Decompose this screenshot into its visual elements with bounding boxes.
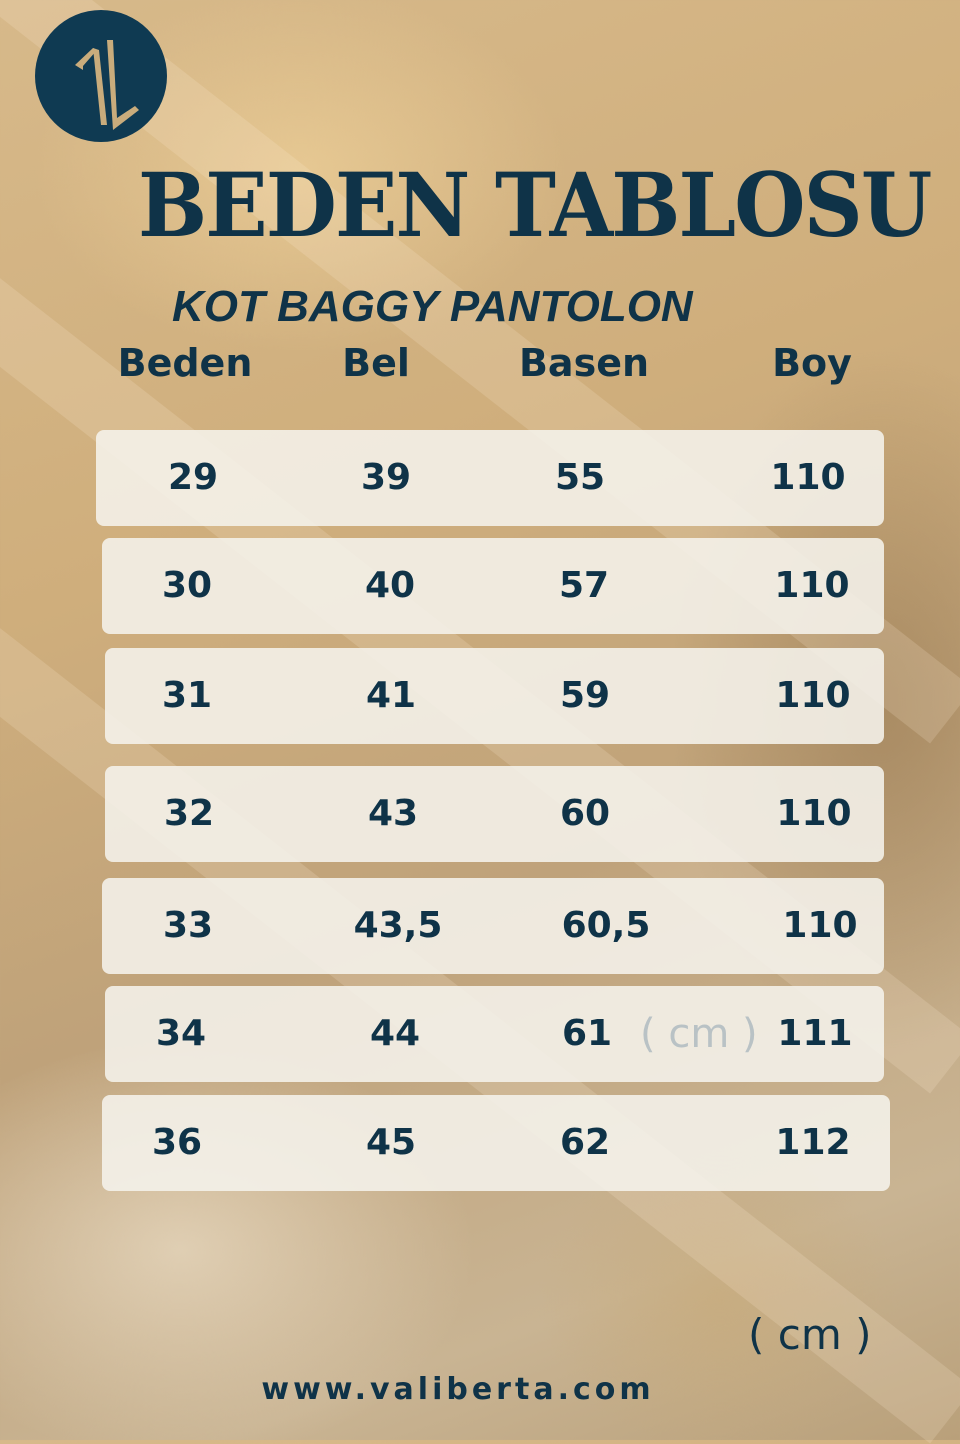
cell-basen: 55 [554, 457, 606, 498]
cell-boy: 112 [775, 1122, 851, 1163]
table-row: 32 43 60 110 [105, 766, 884, 862]
column-header-basen: Basen [518, 341, 650, 385]
column-header-bel: Bel [342, 341, 410, 385]
cell-boy: 110 [775, 675, 851, 716]
cell-beden: 33 [162, 905, 214, 946]
cell-beden: 34 [155, 1013, 207, 1054]
cell-boy: 110 [774, 565, 850, 606]
table-row: 36 45 62 112 [102, 1095, 890, 1191]
cell-bel: 39 [360, 457, 412, 498]
page-title: BEDEN TABLOSU [138, 153, 932, 257]
column-header-beden: Beden [117, 341, 253, 385]
brand-logo [35, 10, 167, 142]
cell-boy: 110 [782, 905, 858, 946]
table-row: 30 40 57 110 [102, 538, 884, 634]
ghost-unit-label: ( cm ) [640, 1011, 758, 1057]
cell-boy: 110 [770, 457, 846, 498]
table-row: 29 39 55 110 [96, 430, 884, 526]
cell-basen: 62 [559, 1122, 611, 1163]
cell-bel: 45 [365, 1122, 417, 1163]
cell-basen: 57 [558, 565, 610, 606]
cell-beden: 36 [151, 1122, 203, 1163]
cell-bel: 43,5 [353, 905, 443, 946]
cell-bel: 40 [364, 565, 416, 606]
product-subtitle: KOT BAGGY PANTOLON [172, 282, 693, 331]
website-url: www.valiberta.com [261, 1372, 655, 1407]
cell-basen: 60,5 [561, 905, 651, 946]
cell-beden: 30 [161, 565, 213, 606]
cell-boy: 110 [776, 793, 852, 834]
cell-beden: 32 [163, 793, 215, 834]
table-row: ( cm ) 34 44 61 111 [105, 986, 884, 1082]
cell-boy: 111 [777, 1013, 853, 1054]
cell-bel: 41 [365, 675, 417, 716]
cell-beden: 31 [161, 675, 213, 716]
table-row: 31 41 59 110 [105, 648, 884, 744]
cell-basen: 61 [561, 1013, 613, 1054]
cell-beden: 29 [167, 457, 219, 498]
cell-basen: 59 [559, 675, 611, 716]
cell-basen: 60 [559, 793, 611, 834]
cell-bel: 44 [369, 1013, 421, 1054]
column-header-boy: Boy [772, 341, 852, 385]
unit-label: ( cm ) [748, 1310, 872, 1359]
table-row: 33 43,5 60,5 110 [102, 878, 884, 974]
vl-monogram-icon [75, 40, 139, 130]
cell-bel: 43 [367, 793, 419, 834]
